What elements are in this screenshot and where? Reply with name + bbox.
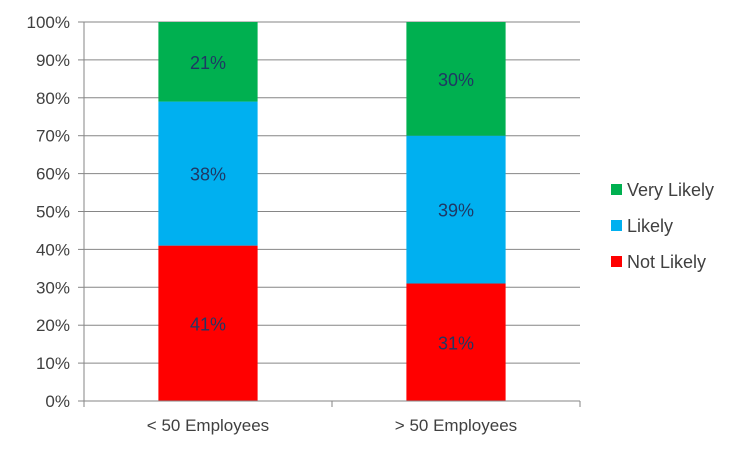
data-label: 41% <box>190 314 226 334</box>
y-axis-ticks: 0% 10% 20% 30% 40% 50% 60% 70% 80% 90% 100% <box>27 13 84 411</box>
x-category-label: > 50 Employees <box>395 416 517 435</box>
y-tick-label: 50% <box>36 203 70 222</box>
y-tick-label: 0% <box>45 392 70 411</box>
data-label: 39% <box>438 201 474 221</box>
bar-segment-very-likely <box>158 22 258 102</box>
legend-item: Very Likely <box>611 180 714 200</box>
legend-swatch <box>611 184 622 195</box>
legend-item: Likely <box>611 216 673 236</box>
bar-segment-likely <box>406 135 506 284</box>
legend-label: Very Likely <box>627 180 714 200</box>
y-tick-label: 30% <box>36 278 70 297</box>
data-label: 21% <box>190 53 226 73</box>
y-tick-label: 80% <box>36 89 70 108</box>
legend-label: Not Likely <box>627 252 706 272</box>
y-tick-label: 40% <box>36 240 70 259</box>
y-tick-label: 100% <box>27 13 70 32</box>
y-tick-label: 70% <box>36 127 70 146</box>
data-labels: 41% 38% 21% 31% 39% 30% <box>190 53 474 353</box>
y-tick-label: 90% <box>36 51 70 70</box>
data-label: 38% <box>190 165 226 185</box>
x-category-label: < 50 Employees <box>147 416 269 435</box>
legend-swatch <box>611 220 622 231</box>
bar-segment-very-likely <box>406 22 506 136</box>
bar-segment-not-likely <box>406 283 506 401</box>
y-tick-label: 60% <box>36 165 70 184</box>
bar-segment-not-likely <box>158 245 258 401</box>
legend-label: Likely <box>627 216 673 236</box>
data-label: 31% <box>438 333 474 353</box>
bar-segment-likely <box>158 101 258 246</box>
legend-swatch <box>611 256 622 267</box>
data-label: 30% <box>438 70 474 90</box>
legend-item: Not Likely <box>611 252 706 272</box>
y-tick-label: 20% <box>36 316 70 335</box>
x-axis: < 50 Employees > 50 Employees <box>83 22 581 435</box>
y-tick-label: 10% <box>36 354 70 373</box>
bars <box>158 22 506 401</box>
legend: Very Likely Likely Not Likely <box>611 180 714 272</box>
